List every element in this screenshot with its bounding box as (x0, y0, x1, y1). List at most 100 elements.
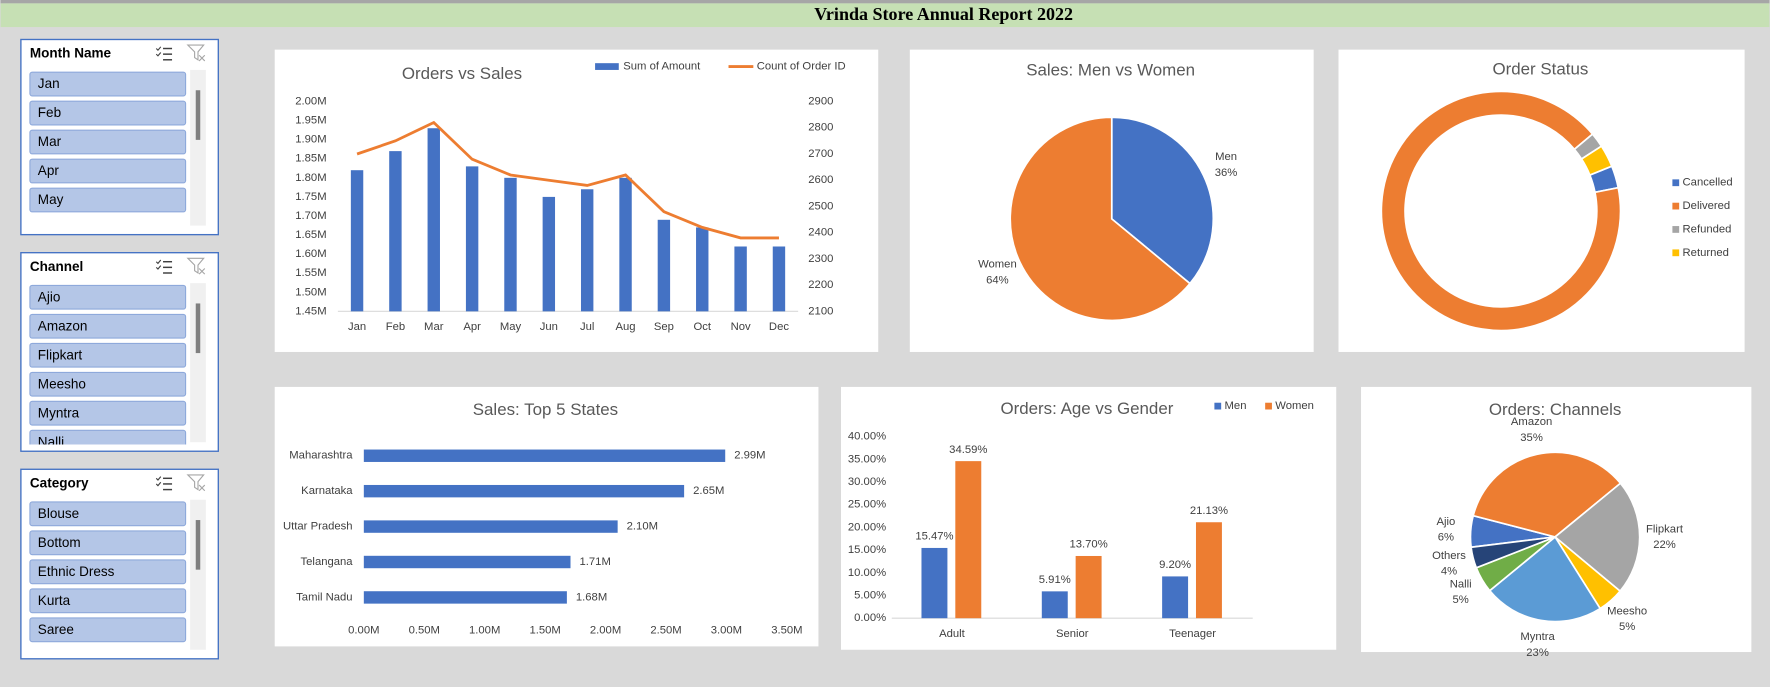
slice-value-label: 5% (1453, 594, 1469, 606)
y-tick-label: 1.60M (295, 248, 326, 260)
slicer-item[interactable]: Ajio (29, 284, 187, 310)
slicer-item[interactable]: Saree (29, 617, 187, 643)
panel (274, 386, 819, 647)
bar (363, 591, 567, 604)
slicer-items: Blouse Bottom Ethnic Dress Kurta Saree (29, 501, 187, 643)
slicer-item-label: Mar (38, 134, 62, 149)
chart-title: Orders vs Sales (402, 64, 522, 83)
slicer-item[interactable]: Blouse (29, 501, 187, 527)
slicer-item[interactable]: Jan (29, 71, 187, 97)
slicer-item[interactable]: Mar (29, 129, 187, 155)
icon-stroke (155, 46, 162, 57)
slicer-item[interactable]: Myntra (29, 400, 187, 426)
donut-slice (1580, 145, 1613, 177)
slicer-button (29, 588, 187, 614)
y-tick-label: 1.45M (295, 305, 326, 317)
x-tick-label: May (500, 321, 522, 333)
slicer-item[interactable]: Kurta (29, 588, 187, 614)
bar (427, 128, 440, 312)
bar (1195, 522, 1222, 619)
slicer-item[interactable]: May (29, 187, 187, 213)
bar (1075, 555, 1102, 619)
scroll-thumb[interactable] (195, 90, 201, 140)
y2-tick-label: 2600 (808, 174, 833, 186)
slice-category-label: Flipkart (1646, 523, 1684, 535)
slicer-button (29, 371, 187, 397)
legend-swatch (1672, 179, 1680, 187)
bar (363, 555, 571, 569)
bar (734, 246, 747, 312)
slicer-button (29, 284, 187, 310)
slicer-item[interactable]: Meesho (29, 371, 187, 397)
pie-slice (1009, 116, 1192, 322)
x-tick-label: 2.00M (590, 625, 621, 637)
x-tick-label: Mar (424, 321, 444, 333)
x-tick-label: 3.50M (771, 625, 802, 637)
slicer-button (29, 342, 187, 368)
slicer-item-label: Kurta (38, 593, 71, 608)
slice-value-label: 6% (1438, 532, 1454, 544)
slicer-item[interactable]: Apr (29, 158, 187, 184)
slicer-item[interactable]: Bottom (29, 530, 187, 556)
y2-tick-label: 2700 (808, 148, 833, 160)
legend-swatch (1214, 402, 1222, 410)
chart-title: Orders: Channels (1489, 400, 1621, 419)
slicer-items: Ajio Amazon Flipkart Meesho Myntra Nalli (29, 284, 187, 454)
slicer-items: Jan Feb Mar Apr May (29, 71, 187, 213)
slice-category-label: Ajio (1436, 516, 1455, 528)
y-tick-label: 35.00% (848, 453, 886, 465)
scroll-thumb[interactable] (195, 303, 201, 354)
slicer-item[interactable]: Amazon (29, 313, 187, 339)
pie-slice (1488, 535, 1602, 623)
legend-swatch (1672, 202, 1680, 210)
clear-filter-button[interactable] (186, 257, 206, 275)
x-tick-label: Oct (693, 321, 711, 333)
value-label: 1.68M (576, 591, 607, 603)
slice-category-label: Others (1432, 550, 1466, 562)
clear-filter-button[interactable] (186, 44, 206, 62)
multi-select-button[interactable] (155, 476, 173, 491)
slicer-button (29, 129, 187, 155)
value-label: 34.59% (949, 444, 987, 456)
slice-value-label: 35% (1520, 432, 1543, 444)
x-tick-label: Aug (616, 321, 636, 333)
multi-select-button[interactable] (155, 46, 173, 61)
clear-filter-button[interactable] (186, 474, 206, 492)
bar (619, 177, 632, 312)
bar (772, 246, 786, 312)
pie-slice (1472, 451, 1622, 538)
icon-stroke (198, 54, 206, 62)
slice-value-label: 22% (1653, 539, 1676, 551)
multi-select-button[interactable] (155, 259, 173, 274)
chart-title: Sales: Men vs Women (1026, 61, 1195, 80)
slicer-item-label: Ethnic Dress (38, 564, 115, 579)
pie-slice (1553, 482, 1641, 593)
icon-stroke (198, 268, 206, 275)
slicer-item[interactable]: Ethnic Dress (29, 559, 187, 585)
slicer-title: Channel (30, 259, 83, 274)
legend-label: Sum of Amount (623, 61, 701, 73)
slice-category-label: Meesho (1607, 605, 1647, 617)
y-tick-label: 1.80M (295, 172, 326, 184)
x-tick-label: 2.50M (650, 625, 681, 637)
x-tick-label: 3.00M (711, 625, 742, 637)
value-label: 13.70% (1070, 539, 1108, 551)
y2-tick-label: 2500 (808, 200, 833, 212)
slicer-item[interactable]: Feb (29, 100, 187, 126)
bar (389, 151, 402, 312)
slicer-button (29, 158, 187, 184)
y2-tick-label: 2800 (808, 122, 833, 134)
legend-swatch (595, 63, 619, 70)
value-label: 9.20% (1159, 559, 1191, 571)
y-tick-label: 10.00% (848, 567, 886, 579)
x-tick-label: 0.50M (409, 625, 440, 637)
slicer-button (29, 100, 187, 126)
line (356, 120, 779, 240)
x-tick-label: 0.00M (348, 625, 379, 637)
pie-slice (1470, 536, 1556, 569)
slicer-item[interactable]: Flipkart (29, 342, 187, 368)
slicer-item[interactable]: Nalli (29, 429, 187, 454)
scroll-thumb[interactable] (195, 520, 201, 570)
legend-label: Delivered (1683, 200, 1731, 212)
